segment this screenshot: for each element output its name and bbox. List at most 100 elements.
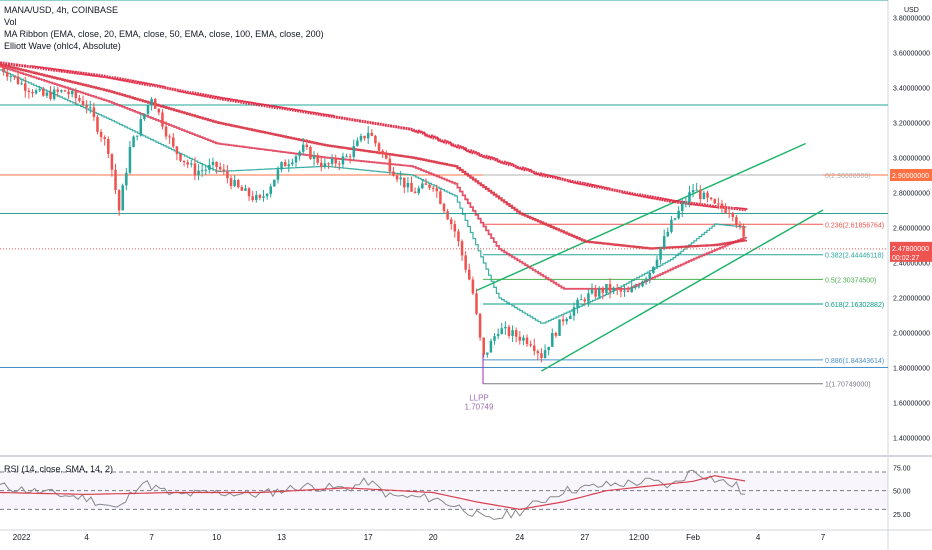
candle-body: [471, 279, 475, 294]
candle-body: [460, 241, 464, 256]
fib-level-label: 1(1.70749000): [825, 382, 871, 389]
candle-body: [652, 266, 655, 273]
candle-body: [439, 191, 442, 204]
candle-body: [540, 353, 543, 358]
candle-body: [305, 144, 309, 147]
candle-body: [406, 182, 410, 188]
candle-body: [410, 182, 413, 192]
candle-body: [215, 161, 218, 167]
candle-body: [670, 219, 673, 232]
candle-body: [244, 188, 247, 191]
candle-body: [60, 90, 63, 92]
candle-body: [107, 138, 110, 154]
rsi-axis-tick-label: 50.00: [893, 489, 911, 496]
price-axis-tick-label: 2.00000000: [893, 331, 930, 338]
candle-body: [309, 146, 312, 159]
annotation-title: LLPP: [469, 394, 489, 403]
candle-body: [27, 90, 31, 93]
candle-body: [601, 288, 605, 293]
candle-body: [565, 318, 568, 322]
level-price-tag-label: 2.90000000: [892, 173, 929, 180]
candle-body: [561, 319, 565, 322]
candle-body: [644, 278, 648, 282]
candle-body: [486, 352, 489, 355]
time-axis-tick-label: 24: [515, 533, 524, 542]
candle-body: [78, 98, 81, 101]
time-axis-tick-label: 10: [212, 533, 221, 542]
candle-body: [529, 344, 532, 346]
candle-body: [493, 336, 496, 341]
price-axis-tick-label: 3.20000000: [893, 121, 930, 128]
fib-level-label: 0.236(2.61856764): [825, 222, 884, 229]
candle-body: [699, 189, 702, 200]
price-axis-tick-label: 3.60000000: [893, 51, 930, 58]
price-axis-tick-label: 2.20000000: [893, 296, 930, 303]
candle-body: [114, 169, 117, 191]
candle-body: [121, 185, 124, 211]
candle-body: [702, 192, 706, 200]
candle-body: [20, 83, 23, 85]
candle-body: [56, 89, 60, 92]
time-axis-tick-label: 20: [429, 533, 438, 542]
candle-body: [316, 155, 319, 163]
candle-body: [442, 203, 446, 212]
candle-body: [583, 299, 587, 302]
candle-body: [139, 119, 143, 136]
candle-body: [125, 172, 128, 186]
candle-body: [666, 231, 670, 237]
candle-body: [727, 212, 731, 214]
candle-body: [536, 351, 540, 354]
candle-body: [182, 160, 186, 163]
time-axis-tick-label: 7: [149, 533, 154, 542]
candle-body: [543, 350, 547, 358]
candle-body: [587, 293, 590, 302]
candle-body: [482, 337, 485, 355]
candle-body: [504, 326, 507, 329]
ma-ema50-line: [0, 65, 747, 290]
candle-body: [330, 158, 334, 164]
candle-body: [435, 188, 439, 192]
candle-body: [388, 158, 392, 172]
annotation-value: 1.70749: [465, 403, 494, 412]
candle-body: [659, 247, 662, 260]
candle-body: [208, 164, 211, 170]
candle-body: [262, 196, 265, 198]
candle-body: [630, 287, 633, 293]
candle-body: [576, 299, 579, 308]
candle-body: [38, 89, 41, 91]
candle-body: [175, 146, 179, 155]
time-axis-tick-label: 13: [277, 533, 286, 542]
candle-countdown-label: 00:02:27: [892, 255, 919, 262]
candle-body: [197, 170, 200, 176]
candle-body: [551, 333, 554, 347]
candle-body: [9, 76, 13, 78]
indicator-vol-label: Vol: [4, 17, 17, 27]
candle-body: [590, 289, 594, 294]
candle-body: [5, 72, 9, 77]
rsi-legend-label: RSI (14, close, SMA, 14, 2): [4, 464, 114, 474]
current-price-tag: [890, 241, 932, 262]
channel-line: [476, 142, 807, 292]
candle-body: [612, 287, 615, 292]
candle-body: [413, 191, 417, 194]
candle-body: [348, 156, 352, 158]
candle-body: [345, 156, 348, 158]
candle-body: [236, 180, 240, 188]
time-axis-tick-label: 2022: [13, 533, 31, 542]
candle-body: [247, 188, 251, 197]
candle-body: [446, 211, 449, 220]
candle-body: [110, 153, 114, 170]
candle-body: [428, 184, 431, 188]
candle-body: [283, 162, 287, 167]
candle-body: [558, 319, 561, 336]
candle-body: [67, 91, 70, 95]
candle-body: [16, 76, 20, 84]
candle-body: [193, 163, 197, 176]
current-price-label: 2.47800000: [892, 246, 929, 253]
candle-body: [532, 345, 536, 352]
candle-body: [128, 147, 132, 173]
candle-body: [395, 175, 399, 180]
candle-body: [579, 299, 583, 301]
candle-body: [150, 99, 153, 106]
